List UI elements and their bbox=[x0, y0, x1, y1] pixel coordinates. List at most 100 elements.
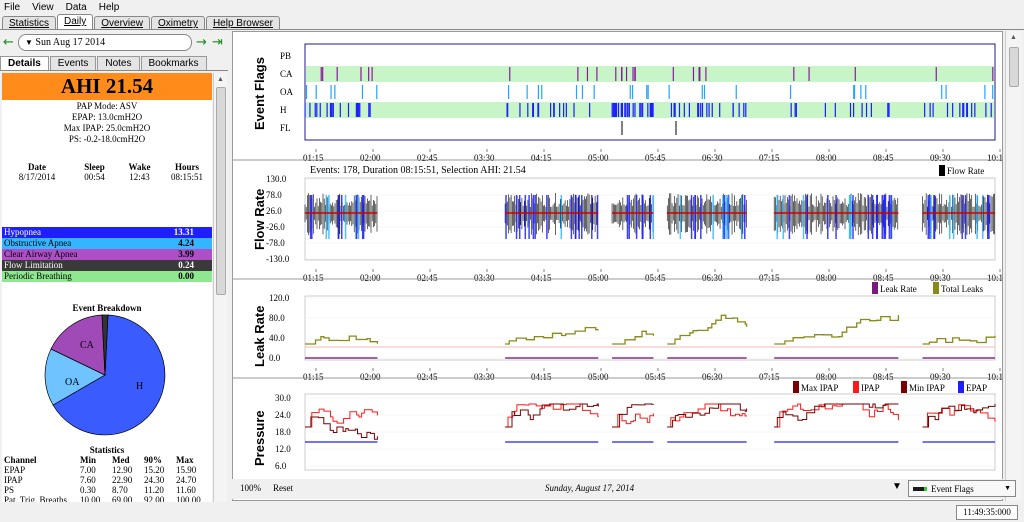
dropdown-value: Event Flags bbox=[931, 484, 974, 494]
flow-event-mark bbox=[852, 195, 854, 239]
legend-swatch-leak bbox=[872, 282, 878, 294]
flow-event-mark bbox=[881, 195, 884, 239]
leak-frame bbox=[304, 295, 996, 361]
menu-help[interactable]: Help bbox=[98, 2, 120, 13]
flow-event-mark bbox=[528, 195, 530, 239]
flow-event-mark bbox=[642, 195, 644, 239]
stats-cell: 7.60 bbox=[80, 475, 96, 485]
event-row-obstructive-apnea[interactable]: Obstructive Apnea 4.24 bbox=[2, 238, 212, 249]
charts-scrollbar[interactable]: ▲ ▼ bbox=[1005, 31, 1022, 501]
collapse-arrow-icon[interactable]: ▼ bbox=[892, 481, 902, 492]
chart-footer: 100% Reset Sunday, August 17, 2014 ▼ Eve… bbox=[232, 479, 1016, 499]
x-tick-label: 05:00 bbox=[588, 153, 609, 163]
prev-day-icon[interactable]: ← bbox=[3, 35, 14, 50]
val-date: 8/17/2014 bbox=[18, 172, 56, 182]
col-hours: Hours bbox=[174, 162, 199, 172]
last-day-icon[interactable]: ⇥ bbox=[212, 35, 223, 50]
flow-event-mark bbox=[927, 195, 930, 239]
event-row-flow-limitation[interactable]: Flow Limitation 0.24 bbox=[2, 260, 212, 271]
col-wake: Wake bbox=[128, 162, 151, 172]
x-tick-label: 08:00 bbox=[816, 153, 837, 163]
flow-event-mark bbox=[890, 195, 892, 239]
stats-cell: Pat. Trig. Breaths bbox=[4, 495, 68, 505]
x-tick-label: 05:00 bbox=[588, 273, 609, 283]
tab-daily[interactable]: Daily bbox=[57, 14, 94, 29]
next-day-icon[interactable]: → bbox=[196, 35, 207, 50]
stats-col-med: Med bbox=[112, 455, 130, 465]
flow-event-mark bbox=[952, 195, 955, 239]
pap-mode: PAP Mode: ASV bbox=[76, 101, 138, 111]
flow-event-mark bbox=[849, 195, 852, 239]
flow-event-mark bbox=[309, 195, 312, 239]
flow-event-mark bbox=[649, 195, 652, 239]
flow-event-mark bbox=[581, 195, 583, 239]
ps-value: PS: -0.2-18.0cmH2O bbox=[68, 134, 146, 144]
max-ipap-value: Max IPAP: 25.0cmH2O bbox=[63, 123, 151, 133]
menu-data[interactable]: Data bbox=[65, 2, 87, 13]
menu-file[interactable]: File bbox=[4, 2, 21, 13]
flow-event-mark bbox=[948, 195, 951, 239]
tab-bookmarks[interactable]: Bookmarks bbox=[140, 56, 207, 70]
chart-title: Flow Rate bbox=[252, 189, 267, 250]
flow-event-mark bbox=[725, 195, 727, 239]
flow-event-mark bbox=[776, 195, 778, 239]
x-tick-label: 09:30 bbox=[930, 273, 951, 283]
tab-help-browser[interactable]: Help Browser bbox=[205, 16, 280, 29]
scroll-up-icon[interactable]: ▲ bbox=[217, 75, 224, 83]
pie-slice-h bbox=[52, 314, 166, 436]
left-panel: ← ▼ Sun Aug 17 2014 → ⇥ Details Events N… bbox=[0, 31, 228, 522]
ipap-line bbox=[505, 403, 599, 428]
sleep-table: Date Sleep Wake Hours 8/17/2014 00:54 12… bbox=[2, 162, 212, 182]
tab-details[interactable]: Details bbox=[0, 56, 49, 70]
ipap-line bbox=[305, 408, 378, 428]
charts-svg[interactable]: Event Flags PB CA OA H FL 01:15 02:00 02:45 03:30… bbox=[233, 32, 1008, 478]
stats-cell: 10.00 bbox=[80, 495, 101, 505]
y-tick-label: 6.0 bbox=[275, 461, 287, 471]
tab-statistics[interactable]: Statistics bbox=[2, 16, 57, 29]
flow-event-mark bbox=[690, 195, 693, 239]
flow-event-mark bbox=[524, 195, 527, 239]
stats-cell: 11.20 bbox=[144, 485, 164, 495]
flow-event-mark bbox=[700, 195, 702, 239]
tab-overview[interactable]: Overview bbox=[94, 16, 150, 29]
flow-event-mark bbox=[884, 195, 887, 239]
tab-oximetry[interactable]: Oximetry bbox=[150, 16, 205, 29]
flow-event-mark bbox=[570, 195, 573, 239]
legend-pressure: Min IPAP bbox=[909, 383, 945, 393]
val-sleep: 00:54 bbox=[84, 172, 105, 182]
x-tick-label: 02:45 bbox=[417, 372, 438, 382]
event-flags-dropdown[interactable]: Event Flags ▼ bbox=[908, 480, 1016, 497]
stats-cell: 22.90 bbox=[112, 475, 133, 485]
x-tick-label: 06:30 bbox=[702, 273, 723, 283]
ahi-banner: AHI 21.54 bbox=[2, 73, 212, 100]
event-row-hypopnea[interactable]: Hypopnea 13.31 bbox=[2, 227, 212, 238]
reset-button[interactable]: Reset bbox=[273, 483, 293, 493]
flow-event-mark bbox=[328, 195, 330, 239]
x-tick-label: 05:45 bbox=[645, 372, 666, 382]
scroll-thumb[interactable] bbox=[216, 87, 226, 295]
stats-cell: EPAP bbox=[4, 465, 26, 475]
y-tick-label: 30.0 bbox=[275, 393, 291, 403]
stats-title: Statistics bbox=[89, 445, 125, 455]
tab-notes[interactable]: Notes bbox=[97, 56, 140, 70]
flag-row-band bbox=[306, 84, 994, 100]
charts-scroll-thumb[interactable] bbox=[1009, 47, 1019, 87]
flow-event-mark bbox=[782, 195, 785, 239]
tab-events[interactable]: Events bbox=[49, 56, 97, 70]
stats-cell: 11.60 bbox=[176, 485, 196, 495]
event-row-periodic-breathing[interactable]: Periodic Breathing 0.00 bbox=[2, 271, 212, 282]
flow-event-mark bbox=[744, 195, 746, 239]
event-row-clear-airway-apnea[interactable]: Clear Airway Apnea 3.99 bbox=[2, 249, 212, 260]
x-tick-label: 10:15 bbox=[987, 153, 1002, 163]
pie-slice-ca bbox=[50, 314, 106, 376]
charts-scroll-up-icon[interactable]: ▲ bbox=[1010, 33, 1017, 41]
x-tick-label: 07:15 bbox=[759, 372, 780, 382]
stats-cell: 24.30 bbox=[144, 475, 165, 485]
event-breakdown-pie: CA OA H bbox=[44, 314, 166, 436]
details-scrollbar[interactable]: ▲ ▼ bbox=[213, 73, 227, 522]
flow-event-mark bbox=[325, 195, 328, 239]
menu-view[interactable]: View bbox=[32, 2, 54, 13]
legend-swatch-total bbox=[933, 282, 939, 294]
stats-row: Pat. Trig. Breaths 10.00 69.00 92.00 100.00 bbox=[2, 495, 212, 505]
date-selector[interactable]: ▼ Sun Aug 17 2014 bbox=[18, 34, 192, 51]
